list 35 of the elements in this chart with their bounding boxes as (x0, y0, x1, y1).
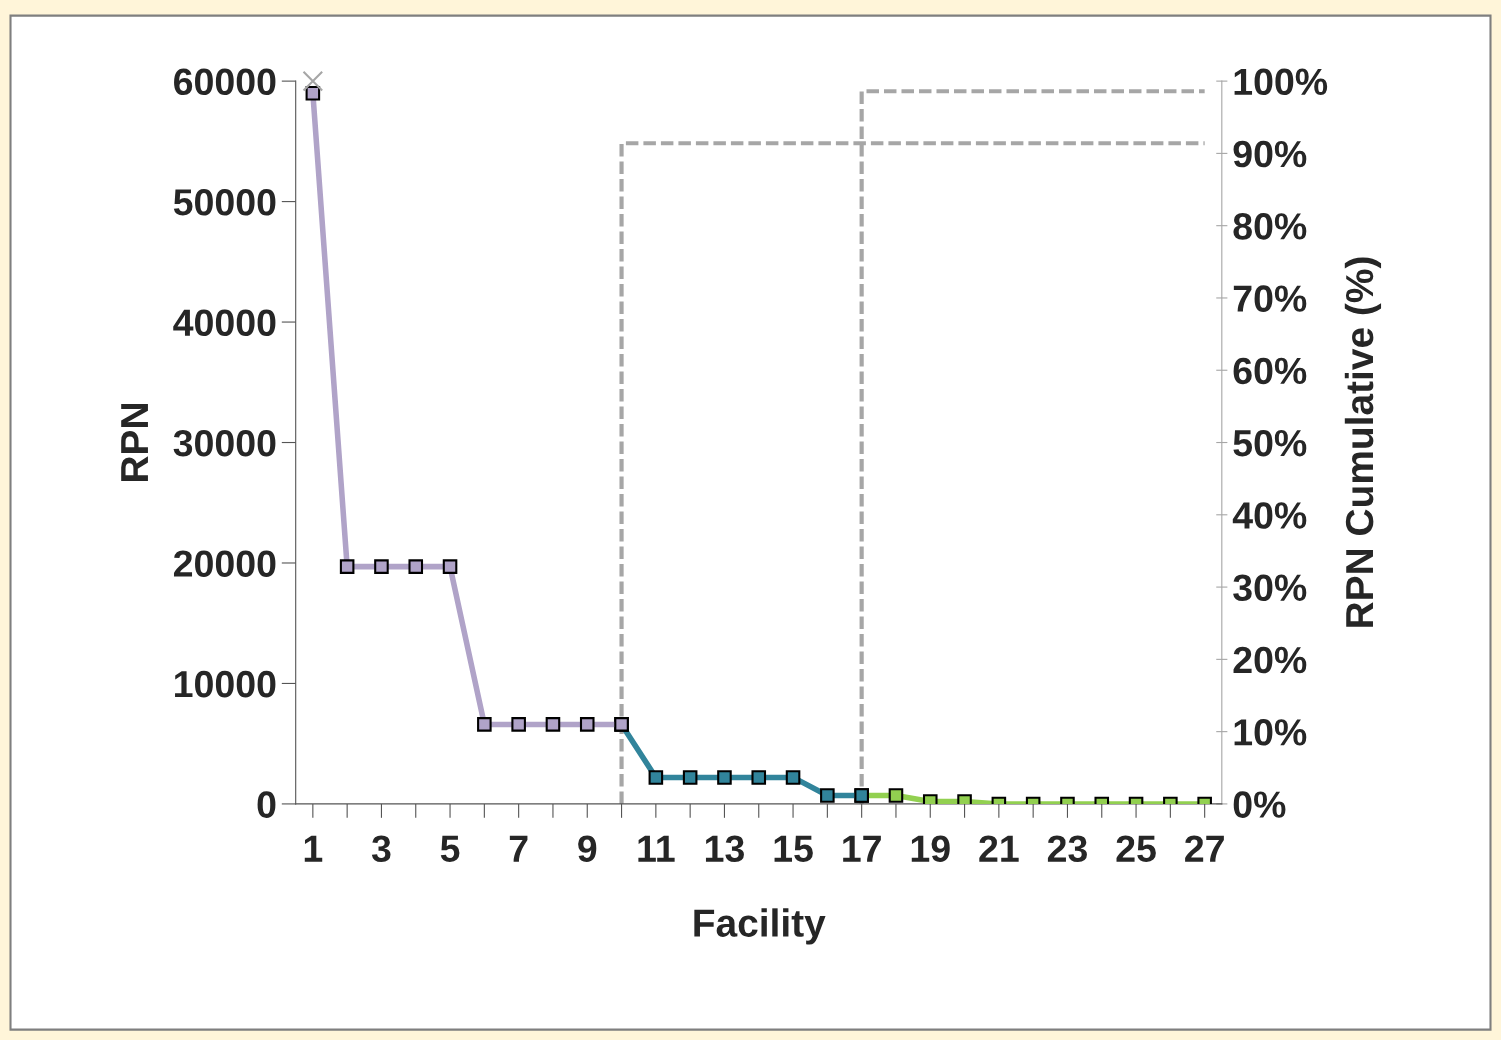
y-axis-title: RPN (121, 404, 148, 481)
x-tick-label: 1 (304, 835, 323, 862)
x-tick-label: 11 (638, 835, 675, 862)
y-tick-label: 0 (257, 791, 276, 818)
x-tick-label: 3 (371, 835, 391, 863)
y2-tick-label: 90% (1233, 140, 1307, 168)
y2-tick-label: 10% (1234, 719, 1307, 746)
x-tick-label: 17 (843, 835, 881, 862)
y-tick-label: 30000 (173, 429, 276, 457)
y-tick-label: 60000 (174, 68, 276, 96)
x-tick-label: 15 (774, 835, 813, 863)
x-tick-label: 13 (705, 835, 744, 863)
y2-tick-label: 30% (1233, 574, 1307, 602)
y2-tick-label: 100% (1234, 68, 1328, 96)
y2-tick-label: 70% (1233, 285, 1307, 312)
x-tick-label: 9 (578, 835, 597, 863)
y2-tick-label: 0% (1233, 791, 1286, 818)
y-tick-label: 50000 (173, 188, 276, 216)
x-tick-label: 25 (1116, 835, 1156, 863)
x-tick-label: 21 (979, 835, 1019, 862)
x-tick-label: 5 (440, 835, 460, 863)
y-tick-label: 10000 (175, 670, 276, 698)
x-axis-title: Facility (694, 908, 826, 945)
y2-axis-title: RPN Cumulative (%) (1344, 257, 1382, 627)
y-tick-label: 20000 (173, 550, 276, 577)
x-tick-label: 27 (1185, 835, 1224, 862)
y2-tick-label: 20% (1233, 646, 1307, 674)
y2-tick-label: 40% (1232, 502, 1307, 529)
y2-tick-label: 80% (1233, 213, 1307, 240)
x-tick-label: 7 (509, 835, 528, 862)
x-tick-label: 19 (911, 835, 950, 863)
y-tick-label: 40000 (173, 309, 276, 337)
y2-tick-label: 50% (1233, 429, 1307, 457)
y2-tick-label: 60% (1233, 357, 1307, 385)
x-tick-label: 23 (1047, 835, 1087, 863)
